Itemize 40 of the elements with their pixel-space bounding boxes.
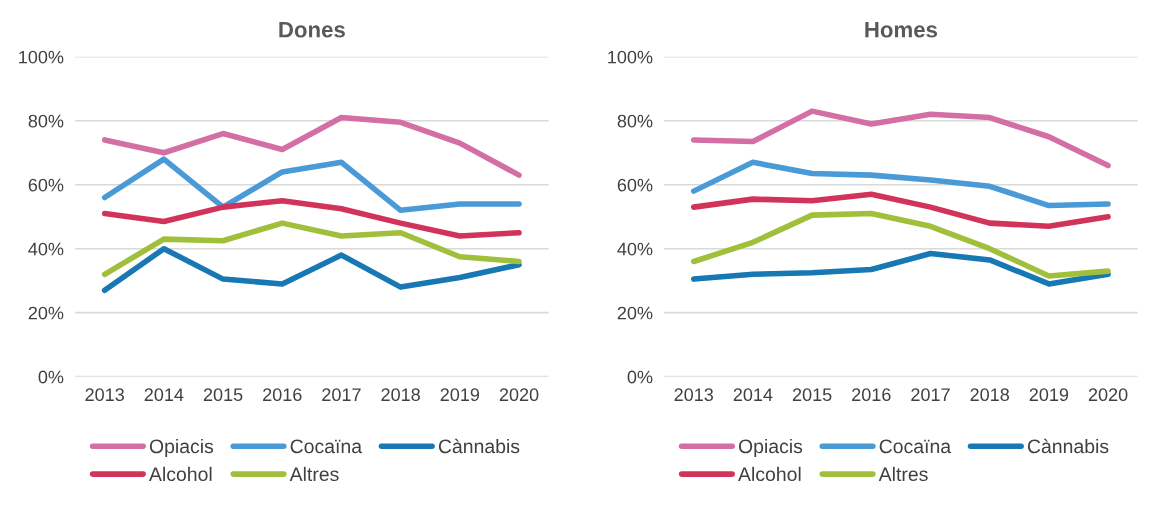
- x-tick-label: 2020: [1088, 388, 1128, 402]
- x-tick-label: 2020: [499, 388, 539, 402]
- legend-label: Alcohol: [738, 466, 801, 482]
- y-tick-label: 20%: [28, 306, 64, 320]
- y-tick-label: 60%: [28, 178, 64, 192]
- legend-label: Cànnabis: [438, 438, 520, 454]
- x-tick-label: 2014: [733, 388, 773, 402]
- x-tick-label: 2015: [792, 388, 832, 402]
- x-tick-label: 2013: [85, 388, 124, 402]
- x-tick-label: 2014: [144, 388, 184, 402]
- chart-title: Dones: [279, 22, 345, 38]
- y-tick-label: 0%: [627, 370, 653, 384]
- y-tick-label: 80%: [617, 114, 653, 128]
- x-tick-label: 2018: [381, 388, 420, 402]
- x-tick-label: 2015: [203, 388, 243, 402]
- x-tick-label: 2016: [852, 388, 891, 402]
- x-tick-label: 2019: [1029, 388, 1069, 402]
- legend-label: Opiacis: [149, 438, 214, 458]
- chart-title: Homes: [865, 22, 938, 38]
- x-tick-label: 2017: [322, 388, 361, 402]
- y-tick-label: 40%: [617, 242, 653, 256]
- legend-label: Alcohol: [149, 466, 212, 482]
- y-tick-label: 20%: [617, 306, 653, 320]
- legend-label: Opiacis: [738, 438, 803, 458]
- legend-label: Cànnabis: [1027, 438, 1109, 454]
- x-tick-label: 2016: [263, 388, 302, 402]
- y-tick-label: 0%: [38, 370, 64, 384]
- y-tick-label: 100%: [19, 50, 64, 64]
- y-tick-label: 100%: [608, 50, 653, 64]
- y-tick-label: 80%: [28, 114, 64, 128]
- x-tick-label: 2019: [440, 388, 480, 402]
- x-tick-label: 2013: [674, 388, 714, 402]
- y-tick-label: 40%: [28, 242, 64, 256]
- x-tick-label: 2018: [970, 388, 1009, 402]
- x-tick-label: 2017: [911, 388, 950, 402]
- legend-label: Altres: [289, 466, 339, 482]
- legend-label: Cocaïna: [290, 439, 363, 454]
- legend-label: Altres: [878, 466, 928, 482]
- legend-label: Cocaïna: [879, 439, 952, 454]
- y-tick-label: 60%: [617, 178, 653, 192]
